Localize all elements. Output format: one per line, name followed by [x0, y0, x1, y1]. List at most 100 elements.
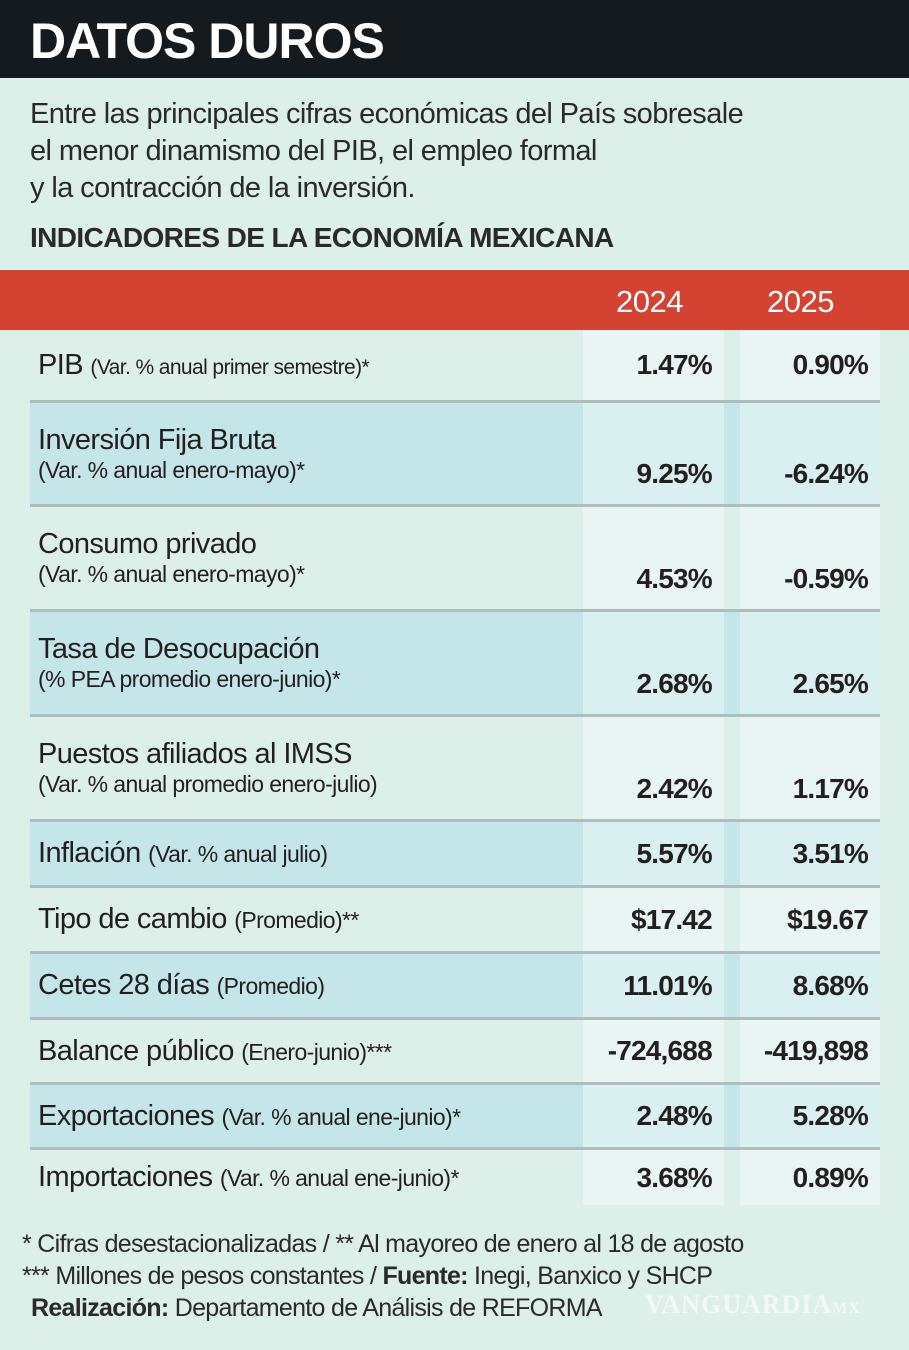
spacer: [723, 1150, 740, 1205]
value-2025: 0.90%: [739, 330, 880, 400]
column-header-2024: 2024: [616, 284, 683, 319]
footnote-1: * Cifras desestacionalizadas / ** Al may…: [22, 1230, 744, 1258]
indicator-name: Exportaciones: [38, 1099, 215, 1132]
spacer: [723, 1020, 740, 1082]
table-row: Balance público (Enero-junio)*** -724,68…: [30, 1020, 880, 1085]
indicator-note: (Var. % anual ene-junio)*: [221, 1103, 461, 1130]
value-2024: $17.42: [583, 888, 724, 951]
table-row: Inversión Fija Bruta (Var. % anual enero-…: [30, 403, 880, 507]
indicator-name-line: Importaciones (Var. % anual ene-junio)*: [38, 1161, 560, 1194]
indicator-name: Inflación: [38, 837, 141, 869]
credit-text: Departamento de Análisis de REFORMA: [168, 1294, 603, 1322]
indicator-name: Puestos afiliados al IMSS: [38, 738, 352, 770]
indicator-note: (Var. % anual enero-mayo)*: [38, 456, 305, 483]
credit-label: Realización:: [31, 1294, 169, 1322]
spacer: [723, 330, 740, 400]
indicator-name: Importaciones: [38, 1161, 213, 1193]
spacer: [567, 1020, 584, 1082]
intro-text: Entre las principales cifras económicas …: [30, 96, 890, 207]
indicator-label: Balance público (Enero-junio)***: [30, 1020, 568, 1082]
indicator-label: Cetes 28 días (Promedio): [30, 954, 568, 1017]
indicator-note: (% PEA promedio enero-junio)*: [38, 666, 341, 692]
indicator-label: Tasa de Desocupación (% PEA promedio ener…: [30, 612, 568, 714]
column-header-2025: 2025: [767, 284, 834, 319]
spacer: [723, 888, 740, 951]
indicator-label: Exportaciones (Var. % anual ene-junio)*: [30, 1085, 568, 1147]
spacer: [567, 612, 584, 714]
indicator-note: (Promedio): [216, 973, 325, 999]
value-2024: 5.57%: [583, 822, 724, 885]
indicator-name-line: Cetes 28 días (Promedio): [38, 969, 560, 1002]
table-row: Puestos afiliados al IMSS (Var. % anual p…: [30, 717, 880, 822]
indicator-name: Cetes 28 días: [38, 969, 210, 1001]
indicator-name-line: Inflación (Var. % anual julio): [38, 837, 560, 870]
indicator-note: (Var. % anual enero-mayo)*: [38, 561, 305, 587]
value-2025: 1.17%: [739, 717, 880, 819]
spacer: [567, 888, 584, 951]
spacer: [567, 507, 584, 609]
table-row: Consumo privado (Var. % anual enero-mayo)…: [30, 507, 880, 612]
spacer: [567, 1150, 584, 1205]
table-row: Tasa de Desocupación (% PEA promedio ener…: [30, 612, 880, 717]
table-row: PIB (Var. % anual primer semestre)* 1.47…: [30, 330, 880, 403]
table-row: Tipo de cambio (Promedio)** $17.42 $19.6…: [30, 888, 880, 954]
table-row: Importaciones (Var. % anual ene-junio)* …: [30, 1150, 880, 1205]
indicator-name-line: Exportaciones (Var. % anual ene-junio)*: [38, 1100, 560, 1133]
value-2025: 5.28%: [739, 1085, 880, 1147]
table-subtitle: INDICADORES DE LA ECONOMÍA MEXICANA: [30, 222, 614, 253]
indicator-label: Puestos afiliados al IMSS (Var. % anual p…: [30, 717, 568, 819]
value-2025: 3.51%: [739, 822, 880, 885]
indicator-name: Tipo de cambio: [38, 903, 227, 935]
value-2025: 0.89%: [739, 1150, 880, 1205]
watermark-logo: VANGUARDIAMX: [645, 1290, 861, 1319]
indicator-name: Consumo privado: [38, 528, 257, 560]
table-row: Exportaciones (Var. % anual ene-junio)* …: [30, 1085, 880, 1150]
intro-line: el menor dinamismo del PIB, el empleo fo…: [30, 135, 597, 167]
indicator-label: PIB (Var. % anual primer semestre)*: [30, 330, 568, 400]
spacer: [567, 330, 584, 400]
value-2024: 2.42%: [583, 717, 724, 819]
intro-line: y la contracción de la inversión.: [30, 172, 415, 204]
value-2025: -0.59%: [739, 507, 880, 609]
value-2025: -419,898: [739, 1020, 880, 1082]
spacer: [567, 403, 584, 504]
spacer: [723, 954, 740, 1017]
indicator-name: Tasa de Desocupación: [38, 633, 320, 665]
value-2024: 2.48%: [583, 1085, 724, 1147]
value-2025: $19.67: [739, 888, 880, 951]
table-row: Cetes 28 días (Promedio) 11.01% 8.68%: [30, 954, 880, 1020]
indicator-name-line: Balance público (Enero-junio)***: [38, 1035, 560, 1068]
spacer: [723, 717, 740, 819]
spacer: [723, 403, 740, 504]
value-2024: 11.01%: [583, 954, 724, 1017]
spacer: [567, 717, 584, 819]
value-2024: 1.47%: [583, 330, 724, 400]
page-title: DATOS DUROS: [0, 0, 909, 78]
spacer: [567, 822, 584, 885]
indicator-note: (Var. % anual ene-junio)*: [219, 1165, 460, 1191]
indicator-name: Balance público: [38, 1034, 234, 1067]
indicator-name-line: PIB (Var. % anual primer semestre)*: [38, 349, 560, 382]
intro-line: Entre las principales cifras económicas …: [30, 98, 744, 130]
source-text: Inegi, Banxico y SHCP: [467, 1262, 713, 1290]
indicator-note: (Var. % anual julio): [148, 841, 328, 867]
spacer: [567, 1085, 584, 1147]
value-2025: 8.68%: [739, 954, 880, 1017]
value-2025: -6.24%: [739, 403, 880, 504]
value-2024: 2.68%: [583, 612, 724, 714]
value-2025: 2.65%: [739, 612, 880, 714]
indicator-note: (Enero-junio)***: [241, 1038, 392, 1065]
value-2024: 4.53%: [583, 507, 724, 609]
value-2024: 3.68%: [583, 1150, 724, 1205]
spacer: [723, 612, 740, 714]
footnote-2: *** Millones de pesos constantes / Fuent…: [22, 1260, 744, 1292]
footnote-text: *** Millones de pesos constantes /: [22, 1262, 383, 1290]
indicator-label: Inflación (Var. % anual julio): [30, 822, 568, 885]
source-label: Fuente:: [382, 1262, 468, 1290]
value-2024: -724,688: [583, 1020, 724, 1082]
indicator-note: (Promedio)**: [234, 907, 359, 933]
spacer: [723, 822, 740, 885]
value-2024: 9.25%: [583, 403, 724, 504]
indicator-name: PIB: [38, 348, 84, 381]
indicator-label: Tipo de cambio (Promedio)**: [30, 888, 568, 951]
